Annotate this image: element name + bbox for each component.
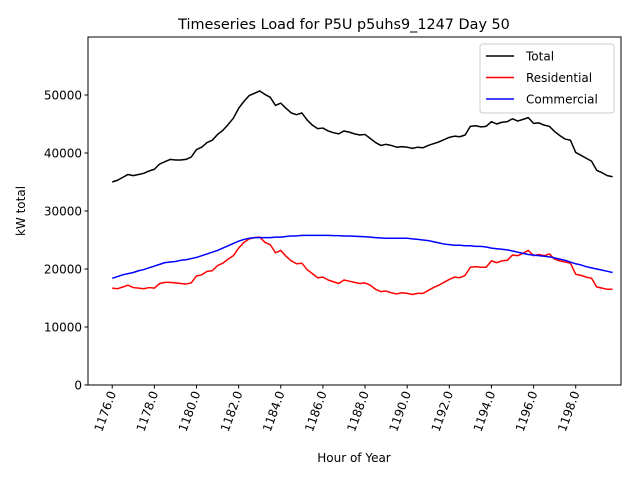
y-tick-label: 10000 (44, 321, 82, 335)
legend-label-residential: Residential (526, 71, 592, 85)
x-tick-label: 1184.0 (260, 389, 288, 433)
x-tick-label: 1176.0 (92, 389, 120, 433)
legend-box (479, 43, 615, 114)
legend-label-commercial: Commercial (526, 93, 598, 107)
series-line-residential (112, 236, 613, 296)
series-lines (111, 90, 613, 296)
legend-label-total: Total (525, 50, 554, 64)
x-tick-label: 1188.0 (344, 389, 372, 433)
x-tick-label: 1194.0 (471, 389, 499, 433)
x-tick-label: 1190.0 (386, 389, 414, 433)
x-tick-label: 1186.0 (302, 389, 330, 433)
x-tick-label: 1178.0 (134, 389, 162, 433)
y-tick-label: 40000 (44, 147, 82, 161)
plot-frame (87, 36, 622, 386)
x-tick-label: 1180.0 (176, 389, 204, 433)
y-tick-label: 20000 (44, 263, 82, 277)
legend: Total Residential Commercial (479, 43, 615, 114)
chart-title: Timeseries Load for P5U p5uhs9_1247 Day … (177, 17, 510, 33)
series-line-total (111, 90, 613, 183)
y-tick-label: 30000 (44, 205, 82, 219)
x-tick-label: 1182.0 (218, 389, 246, 433)
x-tick-label: 1192.0 (429, 389, 457, 433)
x-tick-label: 1196.0 (513, 389, 541, 433)
series-line-commercial (111, 234, 613, 279)
y-tick-label: 0 (74, 379, 82, 393)
y-tick-label: 50000 (44, 89, 82, 103)
x-tick-label: 1198.0 (555, 389, 583, 433)
y-axis-label: kW total (14, 186, 28, 236)
x-axis-label: Hour of Year (317, 451, 391, 465)
